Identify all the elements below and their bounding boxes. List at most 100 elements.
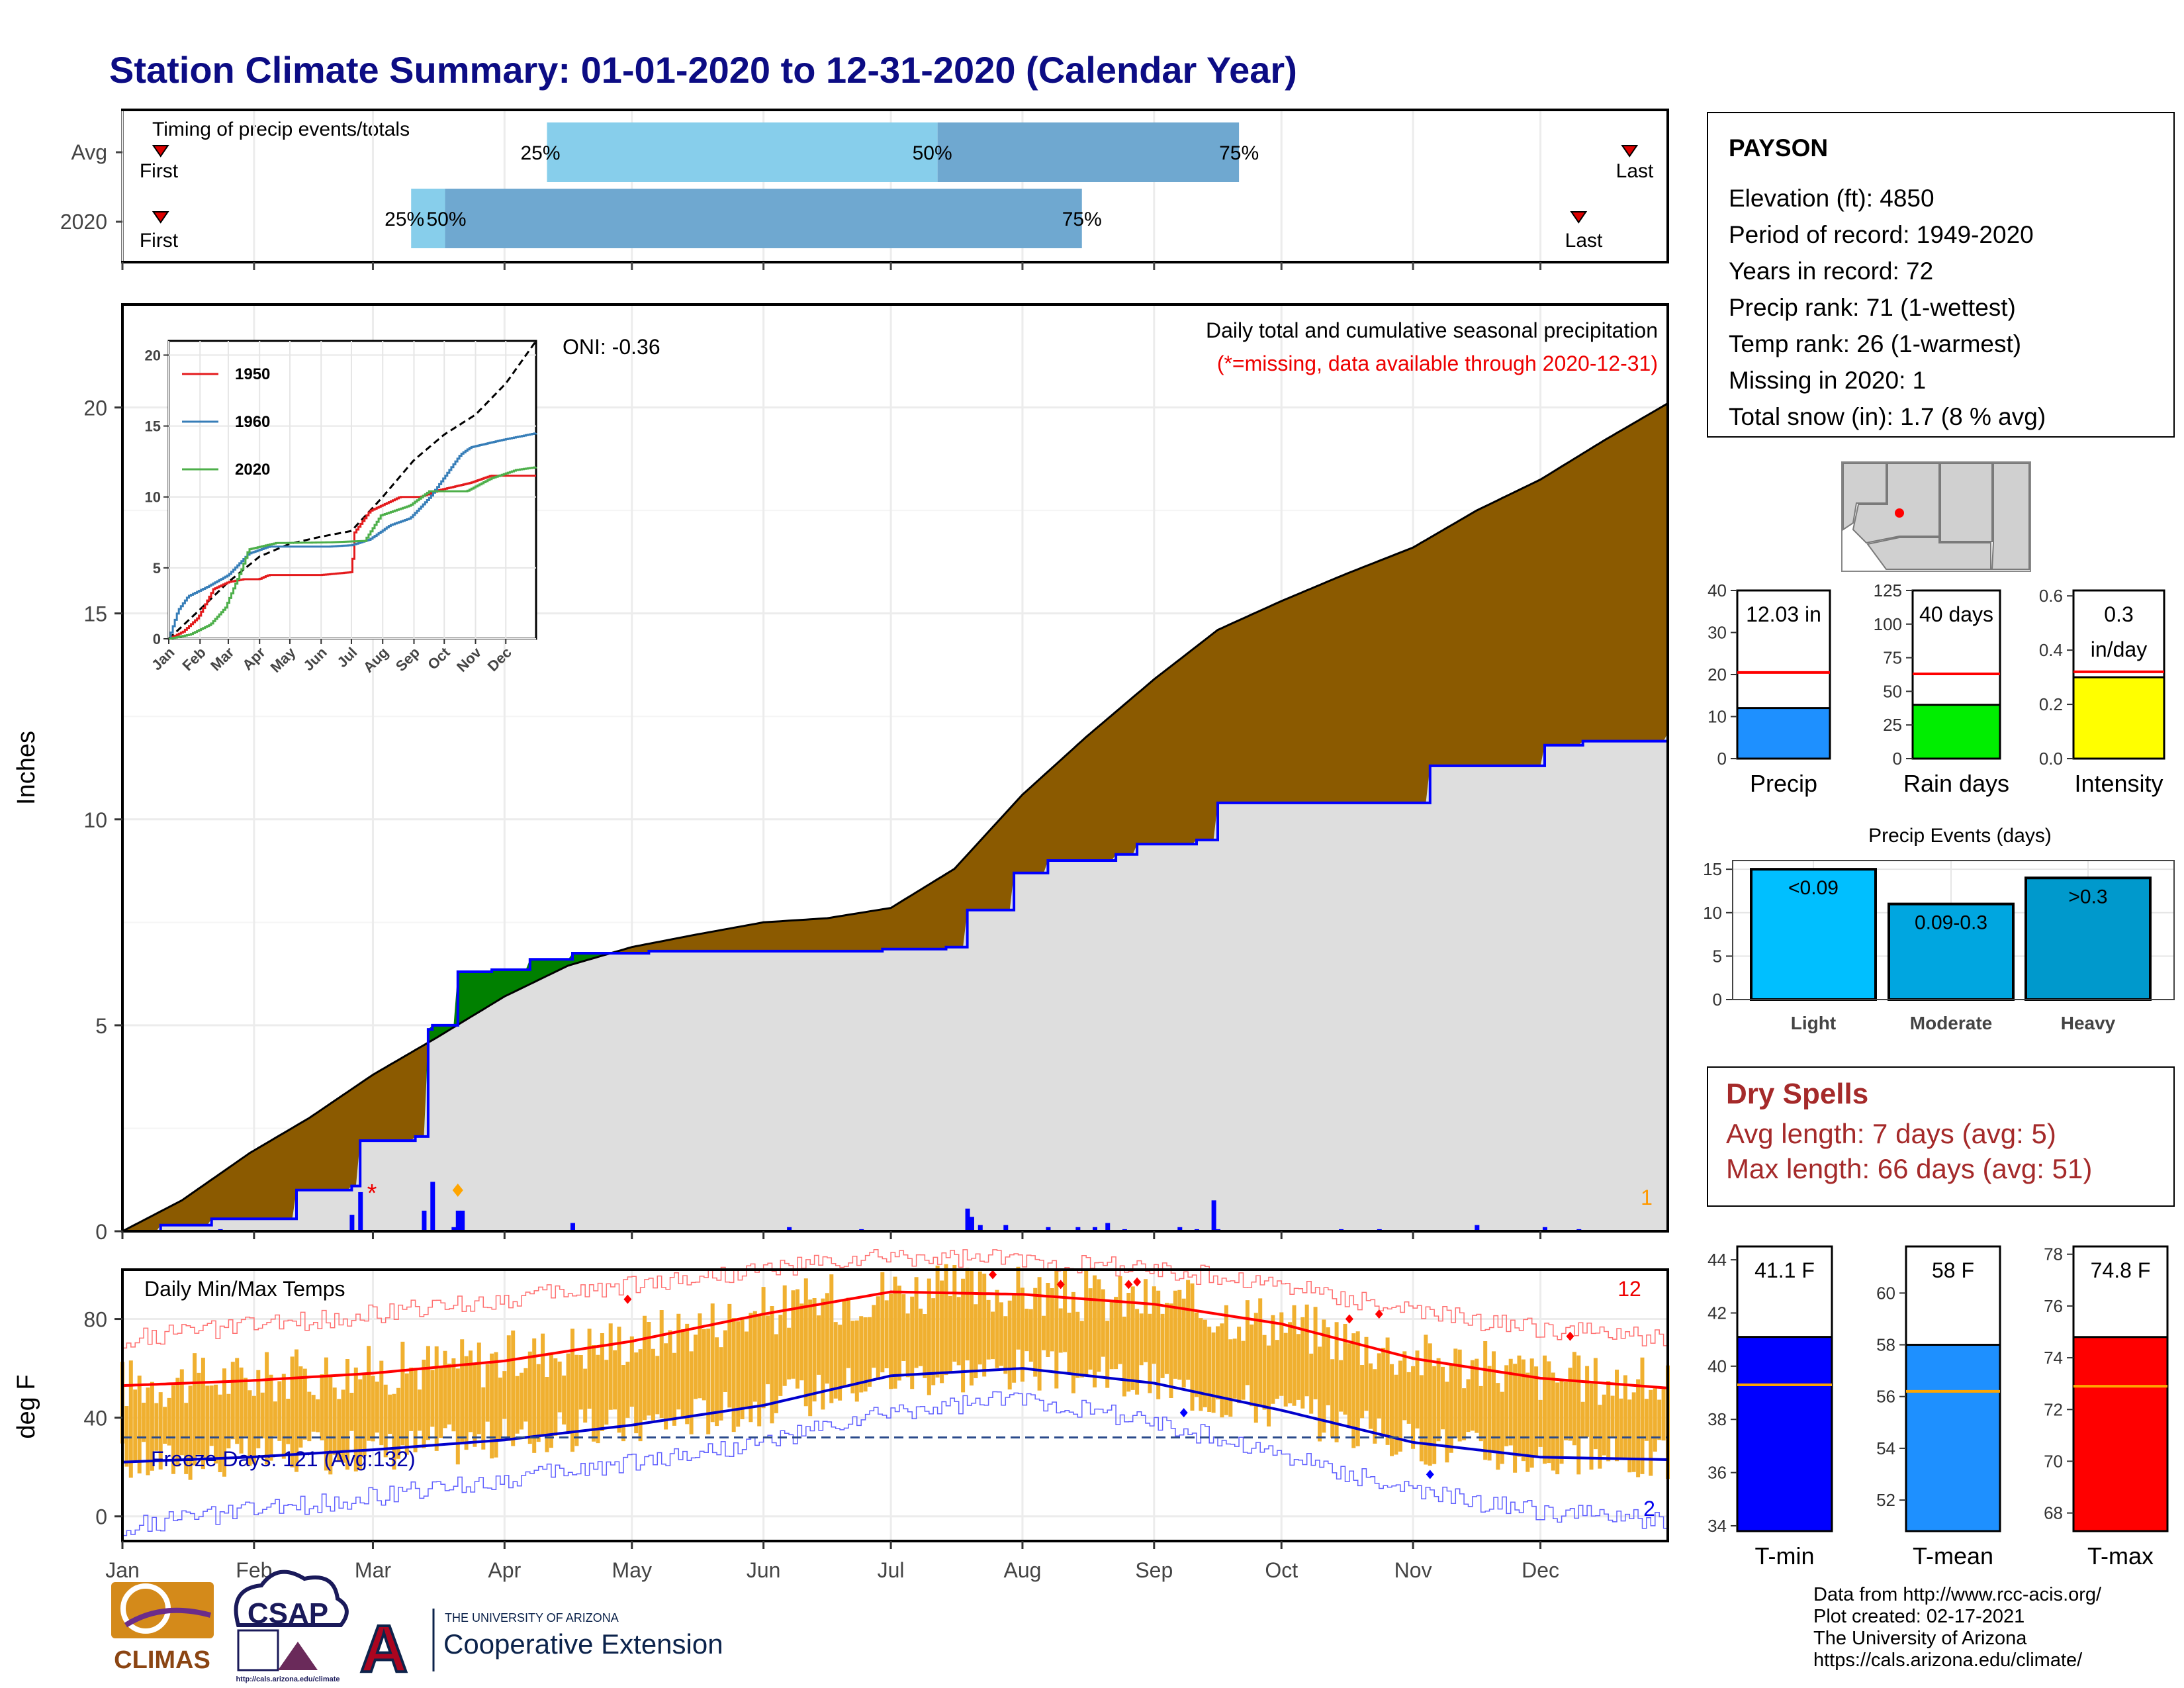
record-high-marker-3 [1124,1280,1133,1289]
record-high-marker-1 [989,1270,997,1280]
timing-last-label-avg: Last [1616,160,1654,182]
inset-legend-label-2020: 2020 [235,461,270,479]
csap-url: http://cals.arizona.edu/climate [236,1675,340,1683]
timing-pct-75-1: 75% [1062,209,1102,230]
rain-days-ytick-label-2: 50 [1883,681,1902,701]
tmean-ytick-label-4: 60 [1876,1283,1895,1303]
record-high-marker-5 [1345,1314,1353,1324]
rain-days-value-label: 40 days [1919,602,1993,626]
record-low-marker-1 [1426,1470,1434,1479]
month-label-jul: Jul [878,1558,905,1582]
precip-events-value-label: 0.09-0.3 [1915,912,1987,934]
precip-total-ytick-label-0: 0 [1717,749,1727,769]
year-cumulative-line [122,733,1669,1233]
daily-precip-bar [969,1217,974,1231]
record-high-count: 12 [1617,1277,1641,1301]
precip-total-bar [1736,707,1831,760]
dry-spells-avg: Avg length: 7 days (avg: 5) [1726,1118,2056,1149]
month-label-nov: Nov [1394,1558,1432,1582]
intensity-ytick-label-3: 0.6 [2039,586,2063,606]
rain-days-category-label: Rain days [1903,770,2009,797]
record-high-marker-0 [623,1294,632,1304]
precip-events-value-label: >0.3 [2068,886,2107,908]
daily-precip-bar [978,1225,983,1231]
station-name: PAYSON [1729,134,1828,162]
timing-pct-50-1: 50% [427,209,467,230]
record-low-marker-0 [1179,1408,1188,1418]
inset-line-1950 [169,475,536,640]
ua-letter-logo: A [360,1612,408,1686]
temps-y-label: deg F [13,1374,40,1438]
timing-bar-second-half-1 [445,189,1082,248]
csap-cloud [234,1570,349,1627]
avg-cumulative-line [122,402,1668,1233]
tmin-value-label: 41.1 F [1754,1258,1815,1282]
record-high-marker-7 [1566,1331,1574,1341]
precip-missing-note: (*=missing, data available through 2020-… [1217,352,1658,375]
tmax-ytick-label-4: 76 [2044,1296,2063,1316]
rain-days-bar [1911,704,2001,760]
month-label-jun: Jun [747,1558,781,1582]
temps-ytick-label-1: 40 [83,1407,107,1430]
map-states [1843,463,2030,570]
tmin-ytick-label-1: 36 [1707,1463,1727,1483]
intensity-value-label: 0.3 [2104,602,2133,626]
dry-spells-box: Dry Spells Avg length: 7 days (avg: 5) M… [1707,1066,2175,1207]
tmin-ytick-label-0: 34 [1707,1516,1727,1536]
precip-events-ytick-label-1: 5 [1713,946,1722,966]
station-frame [1707,112,2175,438]
daily-precip-bar [1475,1225,1480,1231]
precip-areas [122,402,1669,1233]
inset-ytick-label-2: 10 [145,489,161,506]
ua-name: THE UNIVERSITY OF ARIZONA [445,1611,619,1624]
temps-title: Daily Min/Max Temps [144,1277,345,1301]
ua-coop-logo: A THE UNIVERSITY OF ARIZONA Cooperative … [359,1609,723,1687]
precip-events-ytick-label-2: 10 [1703,903,1722,923]
daily-precip-bar [1003,1225,1009,1231]
temperature-summary-bars: 34 36 38 40 42 44 41.1 F T-min 52 54 56 58 60 58 F T-m… [1707,1244,2169,1570]
record-high-marker-6 [1375,1309,1383,1319]
avg-min-line [122,1367,1668,1464]
precip-events-category: Moderate [1910,1013,1992,1033]
daily-precip-bar [455,1210,461,1231]
daily-precip-bar [1105,1223,1111,1231]
precip-summary-bars: 0 10 20 30 40 12.03 in Precip 0 25 50 75 100 125 40 d… [1707,581,2165,797]
temps-lines [122,1249,1668,1536]
daily-precip-bar [1046,1227,1051,1231]
oni-value: ONI: -0.36 [563,335,660,359]
missing-count: 1 [1641,1186,1653,1209]
page-title: Station Climate Summary: 01-01-2020 to 1… [109,49,1297,91]
precip-total-category-label: Precip [1750,770,1817,797]
credits: Data from http://www.rcc-acis.org/Plot c… [1813,1584,2102,1671]
inset-legend: 1950 1960 2020 [182,365,270,479]
daily-precip-bar [1075,1227,1081,1231]
csap-bars [237,1629,279,1671]
record-high-marker-2 [1056,1280,1065,1289]
inset-ytick-label-4: 20 [145,347,161,363]
precip-panel-title: Daily total and cumulative seasonal prec… [1206,318,1658,342]
missing-marker: * [367,1180,377,1207]
inset-line-1960 [169,432,537,640]
timing-bar-first-half-0 [547,122,938,182]
timing-first-marker-1 [152,211,169,224]
inset-lines [167,340,537,640]
timing-bar-second-half-0 [937,122,1240,182]
precip-total-value-label: 12.03 in [1746,602,1821,626]
precip-total-ytick-label-2: 20 [1707,665,1727,684]
precip-events-value-label: <0.09 [1788,877,1839,899]
inset-legend-label-1950: 1950 [235,365,270,383]
precip-events-chart: Precip Events (days) 0 5 10 15 <0.09 Light 0.09… [1703,825,2175,1033]
rain-days-ytick-label-4: 100 [1874,614,1902,634]
tmax-bar [2072,1336,2169,1532]
logos: CLIMAS CSAP http://cals.arizona.edu/clim… [111,1570,723,1687]
month-axis: Jan Feb Mar Apr May Jun Jul Aug Sep Oct Nov Dec [105,1541,1559,1582]
tmax-value-label: 74.8 F [2091,1258,2151,1282]
rain-days-ytick-label-1: 25 [1883,715,1902,735]
csap-mountain [278,1642,318,1670]
csap-logo: CSAP http://cals.arizona.edu/climate [234,1570,349,1683]
precip-events-category: Light [1791,1013,1836,1033]
daily-precip-bar [1092,1227,1097,1231]
tmin-bar [1736,1336,1833,1532]
daily-precip-bar [460,1210,465,1231]
